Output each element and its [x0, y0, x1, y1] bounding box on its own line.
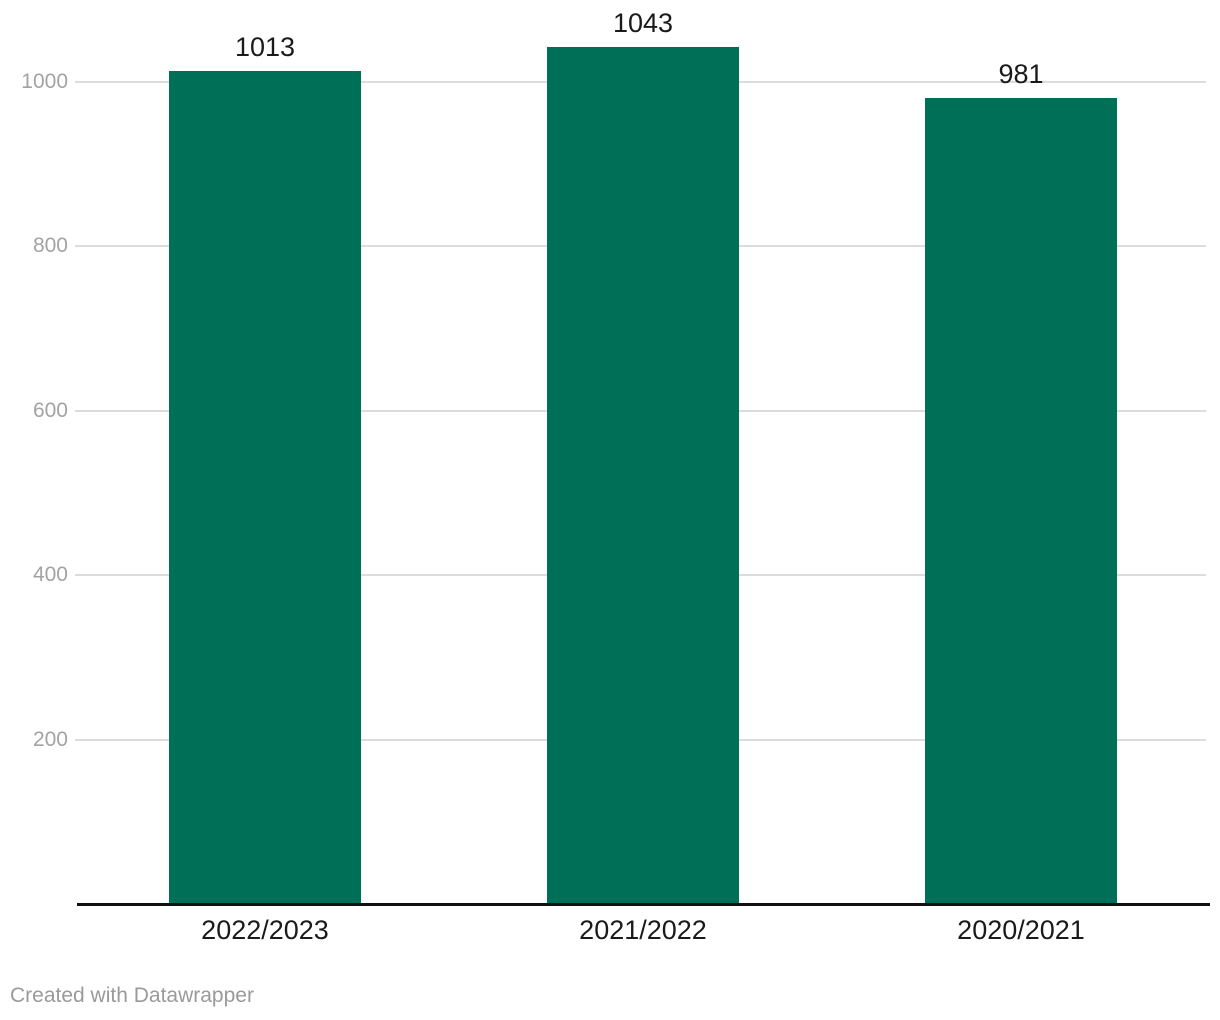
y-tick-label-400: 400	[32, 563, 68, 587]
bar-2022/2023[interactable]	[169, 71, 361, 904]
y-tick-label-600: 600	[32, 398, 68, 422]
category-label-2021/2022: 2021/2022	[579, 915, 707, 945]
value-label-2022/2023: 1013	[234, 32, 296, 62]
datawrapper-credit-link[interactable]: Created with Datawrapper	[10, 984, 254, 1007]
category-label-2020/2021: 2020/2021	[957, 915, 1085, 945]
bar-2021/2022[interactable]	[547, 47, 739, 904]
category-label-2022/2023: 2022/2023	[201, 915, 329, 945]
y-tick-label-800: 800	[32, 234, 68, 258]
value-label-2020/2021: 981	[998, 59, 1044, 89]
y-tick-label-200: 200	[32, 727, 68, 751]
bar-2020/2021[interactable]	[925, 98, 1117, 904]
value-label-2021/2022: 1043	[612, 8, 674, 38]
x-axis-baseline	[77, 903, 1210, 906]
y-tick-label-1000: 1000	[21, 70, 68, 93]
